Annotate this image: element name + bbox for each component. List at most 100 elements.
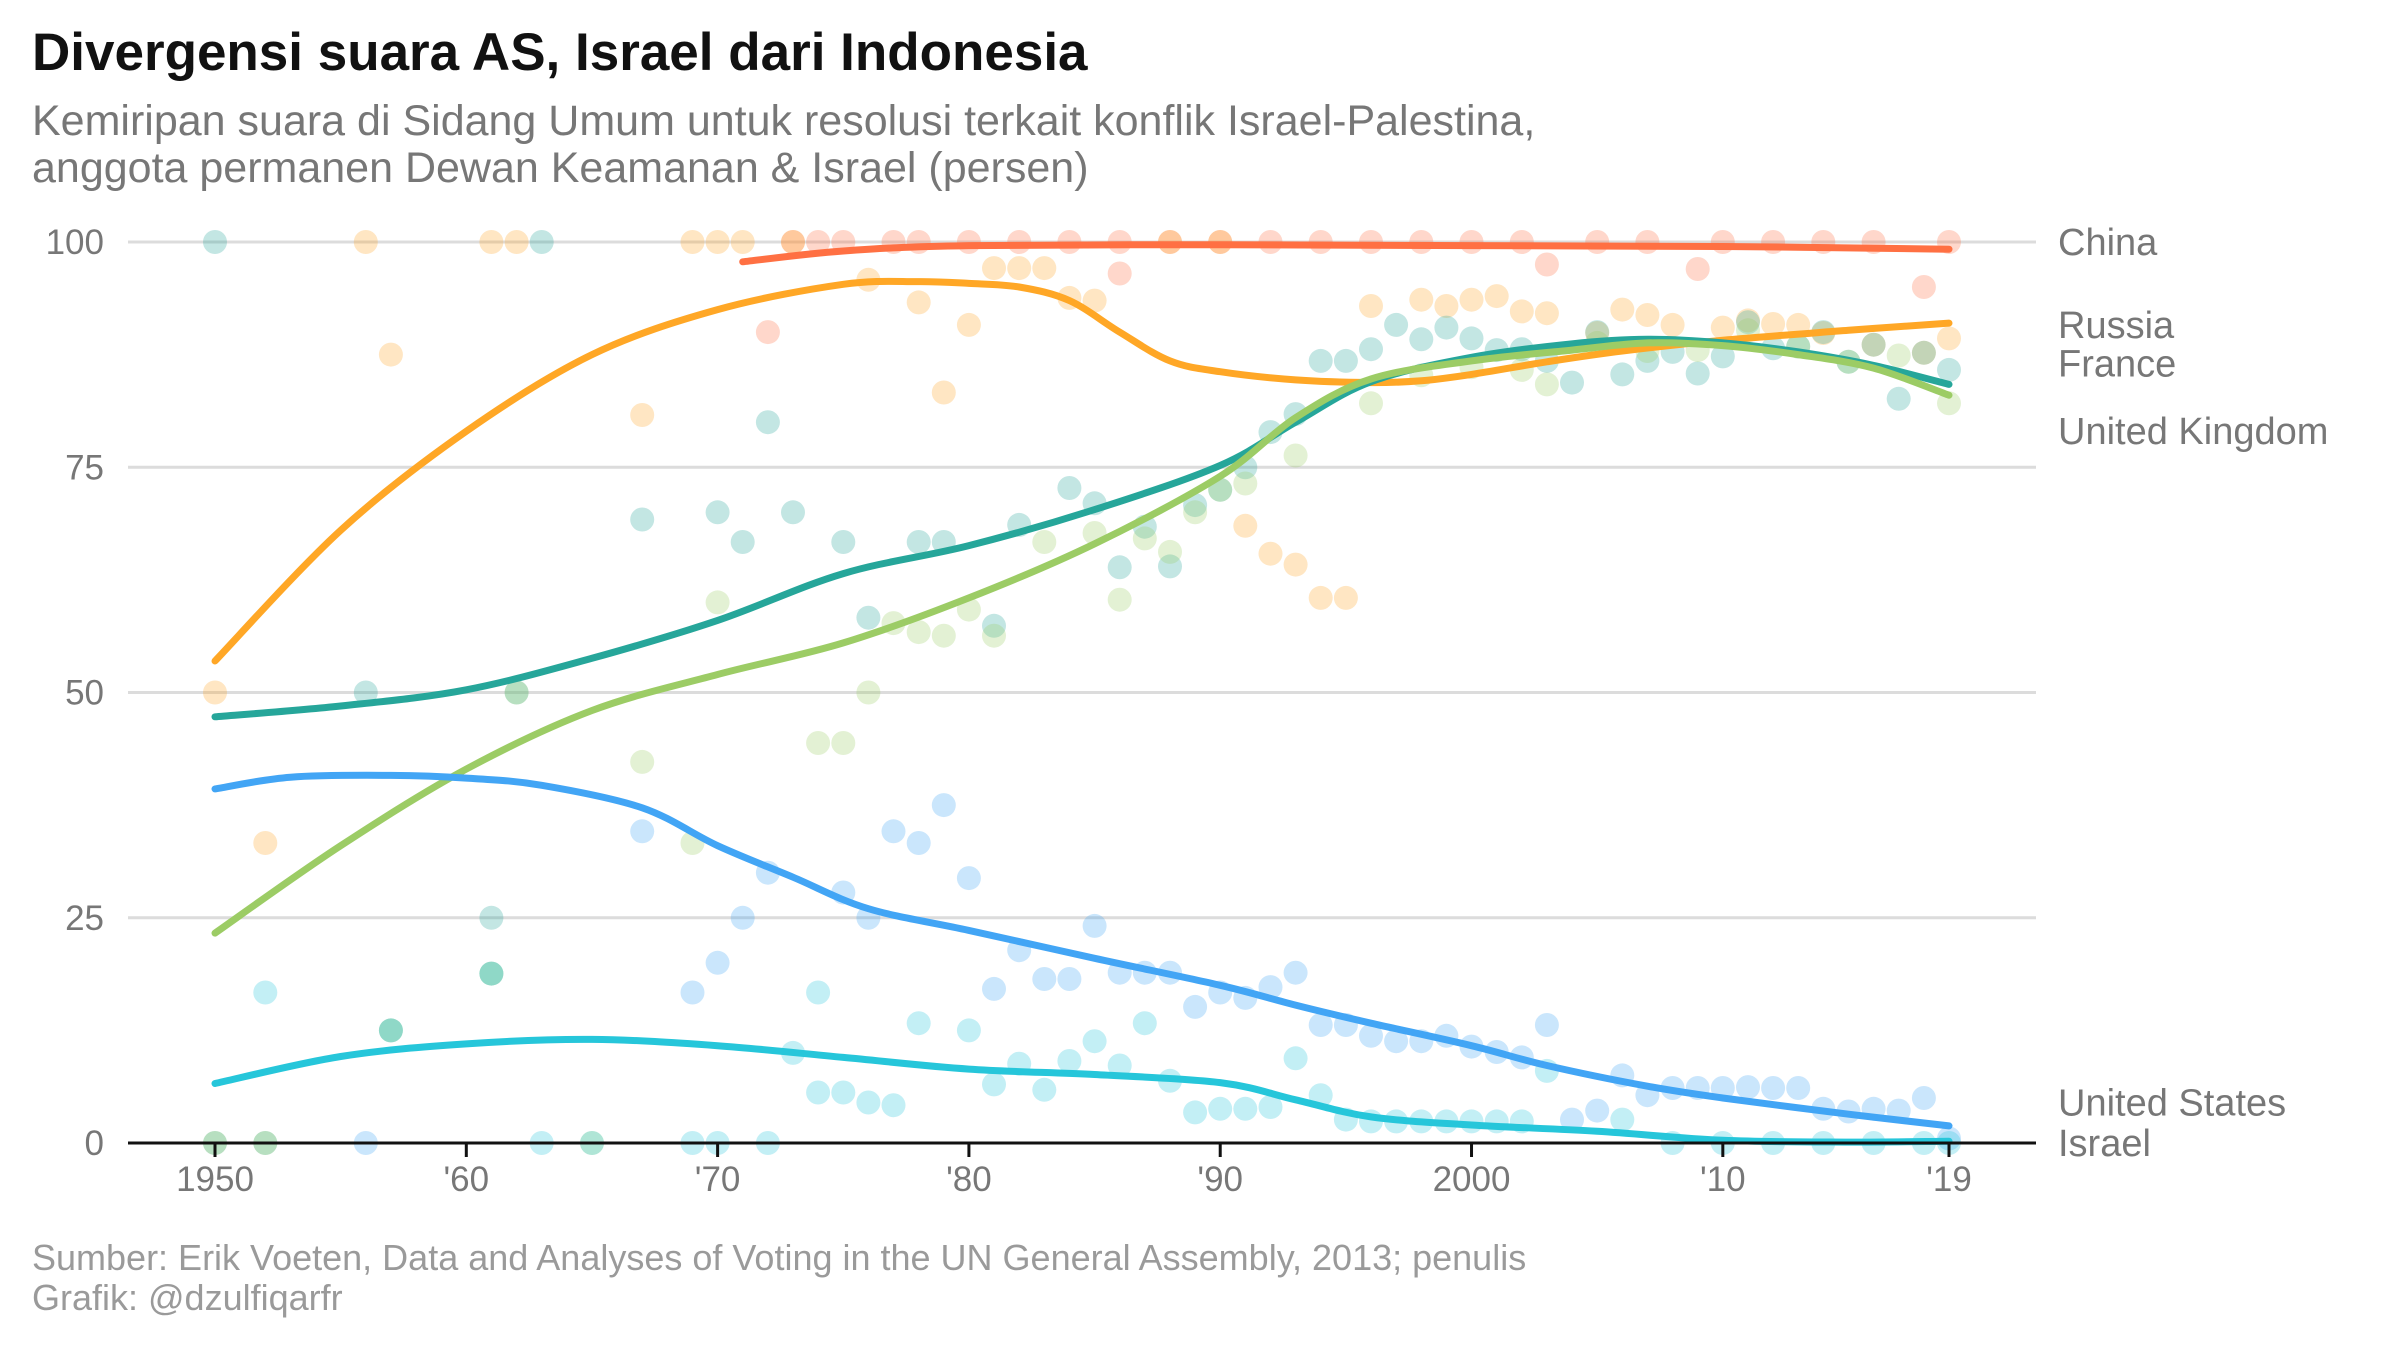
- data-point: [1635, 348, 1660, 373]
- data-point: [982, 613, 1006, 638]
- data-point: [1308, 585, 1333, 610]
- data-point: [1861, 332, 1886, 357]
- data-point: [956, 1018, 981, 1043]
- data-point: [1283, 1046, 1308, 1071]
- data-point: [479, 905, 504, 930]
- x-tick-label: '80: [946, 1160, 992, 1199]
- data-point: [831, 731, 856, 755]
- data-point: [1886, 343, 1911, 368]
- data-point: [1283, 960, 1308, 985]
- data-point: [1032, 530, 1057, 554]
- data-point: [504, 230, 529, 254]
- x-tick-label: '10: [1700, 1160, 1746, 1199]
- data-point: [1082, 288, 1107, 313]
- trend-line: [211, 277, 1953, 665]
- data-point: [1107, 555, 1132, 580]
- data-point: [1610, 297, 1635, 322]
- data-point: [1359, 391, 1383, 416]
- x-tick-label: 1950: [176, 1160, 254, 1199]
- data-point: [680, 980, 705, 1005]
- data-point: [1258, 1095, 1283, 1119]
- data-point: [1786, 1076, 1811, 1100]
- axes: 0 25 50 75 100 1950 '60 '70 '80 '90 2000 '10 '19: [46, 223, 2036, 1199]
- data-point: [1132, 1011, 1157, 1036]
- data-point: [906, 1011, 931, 1036]
- data-point: [806, 230, 831, 254]
- data-point: [529, 230, 554, 254]
- series-label: United Kingdom: [2058, 411, 2328, 453]
- data-point: [1736, 1075, 1760, 1100]
- data-point: [1183, 493, 1208, 518]
- data-point: [1082, 1029, 1107, 1054]
- data-point: [1384, 1029, 1409, 1054]
- series-label: Russia: [2058, 305, 2175, 347]
- data-point: [1032, 1077, 1057, 1102]
- data-point: [1032, 967, 1057, 991]
- data-point: [1710, 315, 1735, 340]
- data-point: [1610, 1107, 1635, 1132]
- data-point: [1158, 554, 1182, 579]
- y-tick-label: 100: [46, 223, 104, 262]
- data-point: [1359, 337, 1383, 362]
- data-point: [1685, 257, 1710, 281]
- data-point: [1761, 312, 1786, 336]
- data-point: [1409, 287, 1434, 312]
- data-point: [781, 500, 805, 525]
- data-point: [1937, 357, 1961, 382]
- y-tick-label: 0: [85, 1124, 104, 1163]
- data-point: [1861, 332, 1886, 357]
- data-point: [831, 1080, 856, 1105]
- x-tick-label: 2000: [1433, 1160, 1511, 1199]
- data-point: [1685, 361, 1710, 386]
- data-point: [1534, 301, 1559, 326]
- data-point: [1560, 1107, 1584, 1132]
- data-point: [1635, 303, 1660, 327]
- data-point: [906, 831, 931, 855]
- data-point: [1509, 230, 1534, 254]
- data-point: [1610, 362, 1635, 387]
- data-point: [353, 680, 378, 705]
- data-point: [1183, 1100, 1208, 1125]
- data-point: [1459, 287, 1484, 312]
- data-point: [1308, 348, 1333, 373]
- data-point: [956, 866, 981, 891]
- series-label: United States: [2058, 1082, 2286, 1124]
- data-point: [1560, 370, 1584, 395]
- data-point: [203, 680, 227, 705]
- data-point: [1585, 230, 1610, 254]
- data-point: [730, 230, 755, 254]
- data-point: [1484, 284, 1509, 309]
- data-point: [730, 905, 755, 930]
- data-point: [856, 680, 881, 705]
- data-point: [856, 605, 881, 630]
- data-point: [378, 1018, 403, 1043]
- series-label: China: [2058, 222, 2158, 264]
- data-point: [856, 1090, 881, 1115]
- data-point: [1183, 994, 1208, 1019]
- data-point: [630, 749, 655, 774]
- data-point: [1459, 326, 1484, 351]
- data-point: [1258, 541, 1283, 566]
- data-point: [1434, 315, 1459, 340]
- data-point: [931, 623, 956, 648]
- data-point: [353, 230, 378, 254]
- data-point: [1057, 1049, 1082, 1073]
- data-point: [378, 1018, 403, 1043]
- trend-lines: [211, 241, 1953, 1146]
- data-point: [1057, 967, 1082, 991]
- series-label: France: [2058, 344, 2176, 386]
- data-point: [1509, 299, 1534, 324]
- data-point: [1585, 1098, 1610, 1123]
- data-point: [1333, 348, 1358, 373]
- series-label: Israel: [2058, 1123, 2151, 1165]
- data-point: [1911, 1086, 1936, 1110]
- data-point: [755, 410, 780, 435]
- data-point: [781, 230, 805, 254]
- data-point: [1233, 513, 1258, 538]
- data-point: [1032, 256, 1057, 281]
- data-point: [1283, 443, 1308, 468]
- data-point: [378, 342, 403, 367]
- data-point: [1183, 500, 1208, 525]
